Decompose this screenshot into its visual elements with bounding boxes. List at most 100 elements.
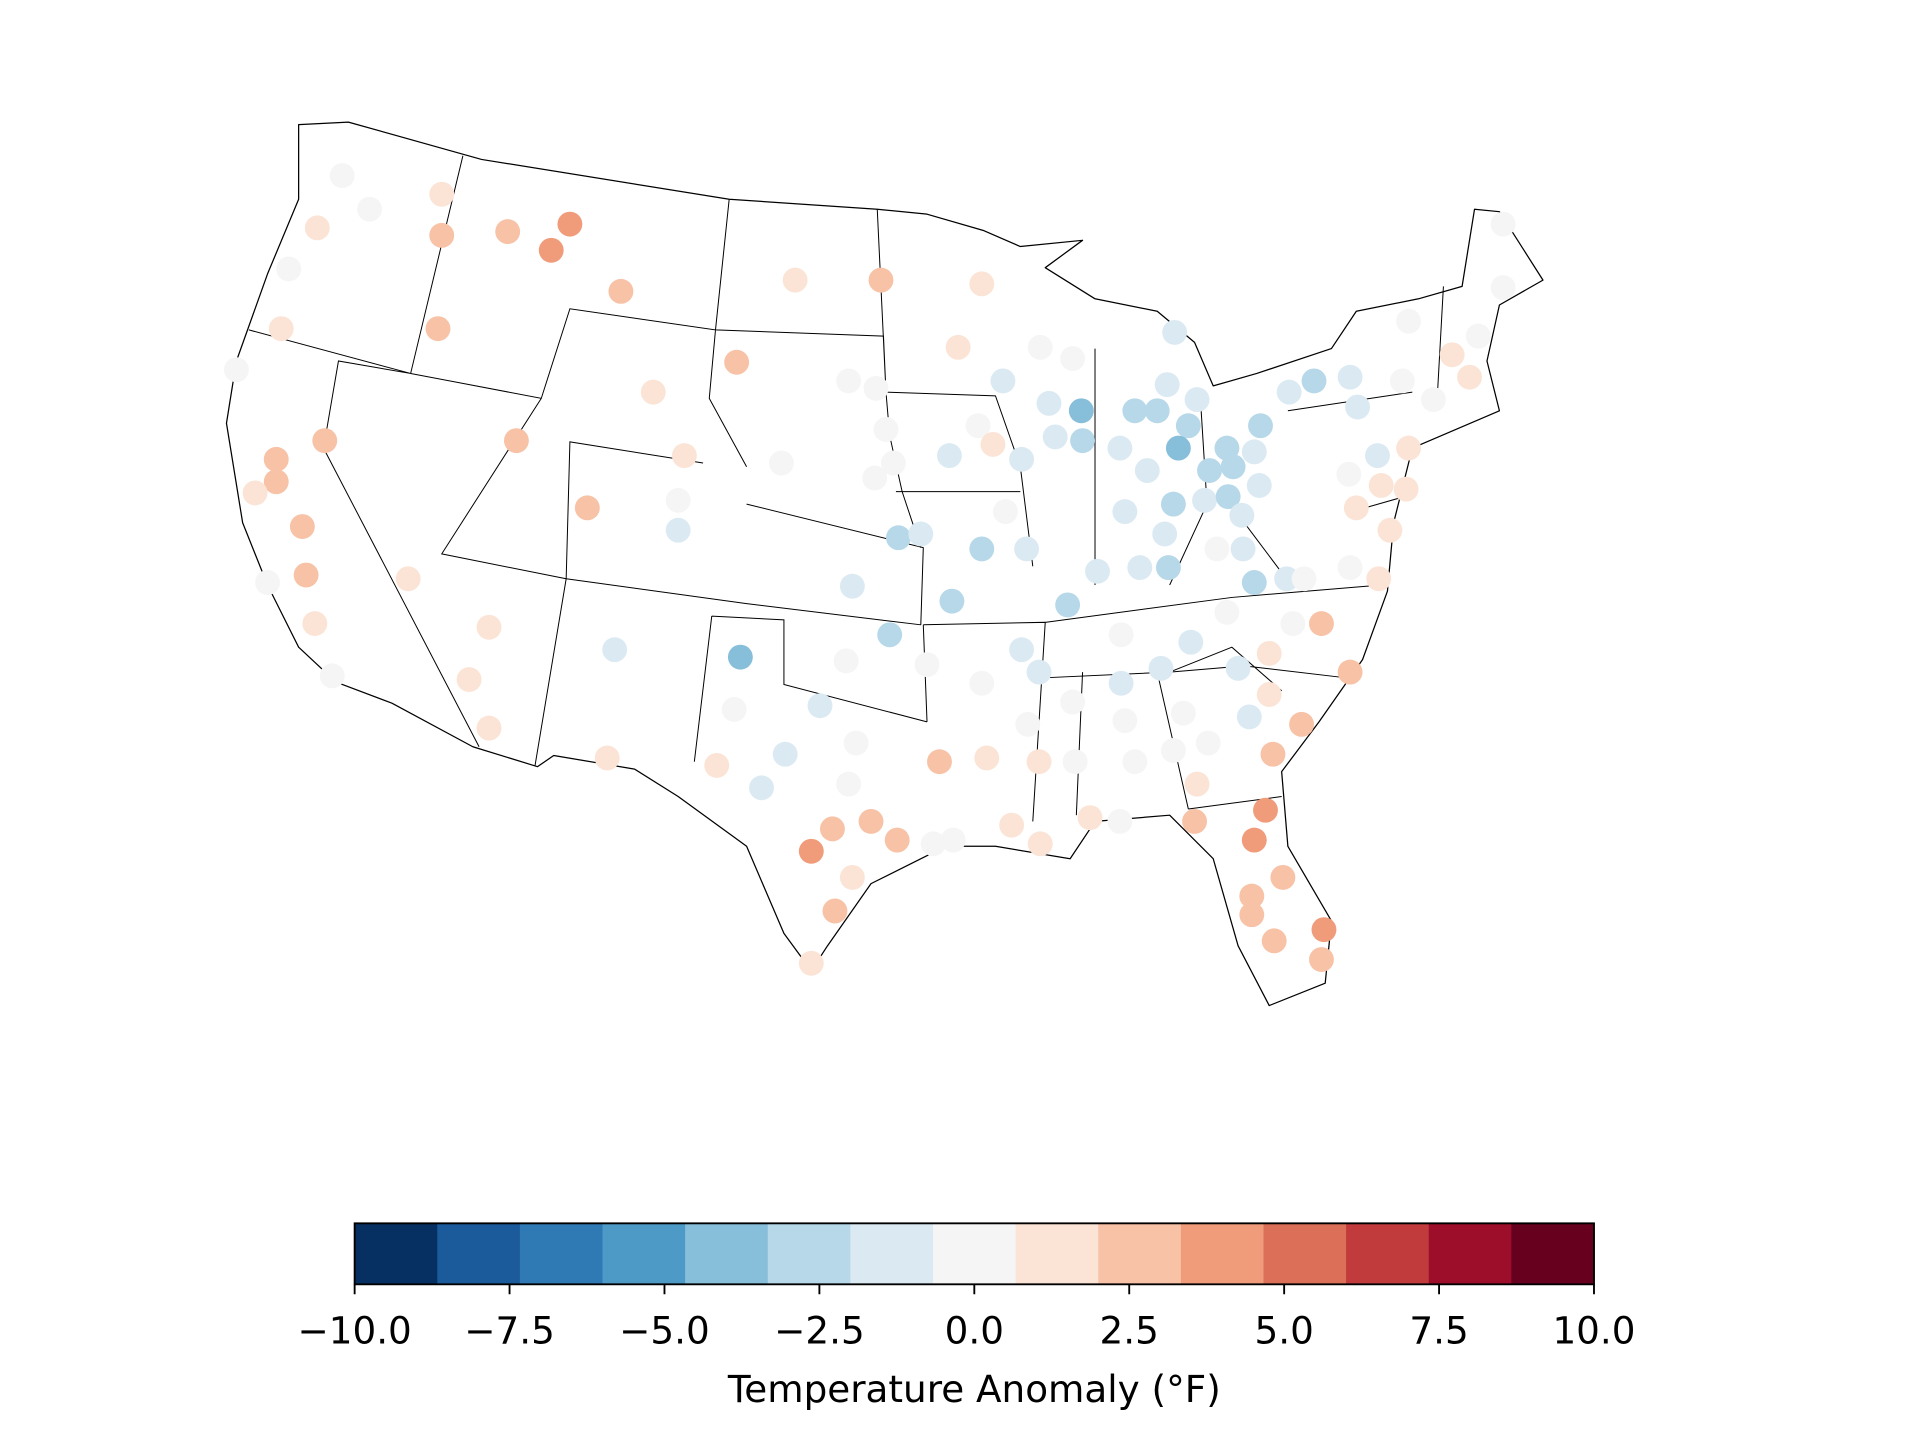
station-point	[1107, 808, 1133, 834]
station-point	[1396, 308, 1422, 334]
station-point	[1301, 368, 1327, 394]
station-point	[920, 831, 946, 857]
station-point	[1309, 611, 1334, 637]
colorbar-tick-label: −10.0	[297, 1308, 411, 1352]
station-point	[873, 417, 899, 442]
station-point	[476, 715, 502, 741]
colorbar-segment	[685, 1223, 769, 1285]
colorbar-tick-label: −5.0	[619, 1308, 710, 1352]
station-point	[927, 749, 952, 775]
station-point	[1490, 275, 1516, 301]
station-point	[1160, 738, 1186, 763]
station-point	[884, 827, 910, 853]
colorbar-segment	[602, 1223, 686, 1285]
station-point	[1184, 387, 1210, 413]
station-point	[263, 469, 289, 495]
station-point	[1276, 379, 1302, 405]
station-point	[1311, 917, 1337, 943]
colorbar: −10.0 −7.5 −5.0 −2.5 0.0 2.5 5.0 7.5 10.0	[297, 1222, 1636, 1352]
station-point	[557, 211, 583, 237]
station-point	[836, 771, 862, 797]
colorbar-tick-label: 2.5	[1100, 1308, 1159, 1352]
colorbar-segment	[1180, 1223, 1265, 1285]
colorbar-segment	[932, 1223, 1017, 1285]
station-point	[782, 267, 808, 293]
station-point	[1009, 637, 1035, 663]
station-point	[223, 357, 249, 383]
station-point	[503, 428, 529, 454]
station-point	[820, 816, 845, 842]
station-point	[1204, 536, 1230, 562]
station-point	[1343, 495, 1369, 521]
station-point	[1112, 499, 1138, 525]
station-point	[255, 570, 280, 595]
station-point	[429, 222, 455, 248]
station-point	[1253, 797, 1278, 823]
station-point	[798, 838, 824, 864]
station-point	[1389, 368, 1415, 394]
colorbar-tick-label: −7.5	[464, 1308, 555, 1352]
station-point	[1345, 394, 1371, 420]
station-point	[721, 696, 747, 722]
station-point	[1490, 211, 1516, 237]
station-point	[1246, 473, 1272, 498]
station-point	[798, 950, 824, 976]
colorbar-tick-label: 10.0	[1552, 1308, 1635, 1352]
station-point	[1256, 682, 1282, 707]
colorbar-label: Temperature Anomaly (°F)	[727, 1367, 1221, 1411]
station-point	[429, 181, 455, 207]
station-point	[1256, 640, 1282, 666]
station-point	[594, 745, 620, 771]
station-point	[304, 215, 330, 241]
station-point	[704, 752, 730, 778]
station-point	[395, 566, 421, 592]
station-point	[1165, 435, 1191, 461]
station-point	[969, 536, 995, 562]
station-point	[495, 219, 521, 245]
station-point	[1270, 864, 1296, 890]
colorbar-segment	[519, 1223, 604, 1285]
station-point	[1274, 566, 1300, 592]
station-point	[1015, 711, 1041, 737]
station-point	[940, 827, 966, 853]
station-point	[1014, 536, 1040, 562]
station-point	[1220, 454, 1246, 480]
colorbar-segment	[1263, 1223, 1347, 1285]
station-point	[1160, 491, 1186, 517]
station-point	[945, 334, 971, 360]
station-point	[1225, 655, 1251, 681]
station-point	[312, 428, 338, 454]
station-point	[877, 622, 903, 648]
station-point	[1280, 611, 1306, 637]
station-point	[727, 644, 753, 670]
station-point	[999, 812, 1025, 838]
station-point	[936, 443, 962, 469]
station-point	[1162, 319, 1188, 345]
station-point	[302, 611, 328, 637]
station-point	[1055, 592, 1081, 618]
station-point	[665, 487, 691, 513]
station-point	[608, 278, 634, 304]
station-point	[476, 614, 502, 640]
station-point	[1127, 555, 1153, 581]
station-point	[425, 316, 451, 342]
station-point	[1155, 555, 1181, 581]
station-point	[908, 521, 934, 547]
station-point	[1112, 708, 1138, 734]
station-point	[1239, 883, 1265, 909]
station-point	[1107, 435, 1133, 461]
station-point	[1337, 659, 1363, 685]
colorbar-segment	[850, 1223, 934, 1285]
station-point	[1062, 749, 1088, 775]
station-point	[1365, 443, 1390, 469]
station-point	[1337, 555, 1363, 581]
station-point	[839, 864, 865, 890]
colorbar-segment	[1098, 1223, 1182, 1285]
station-point	[862, 465, 888, 491]
colorbar-tick-label: 5.0	[1254, 1308, 1313, 1352]
station-point	[538, 237, 564, 263]
station-point	[969, 271, 995, 297]
station-point	[1239, 902, 1265, 928]
station-point	[242, 480, 268, 506]
